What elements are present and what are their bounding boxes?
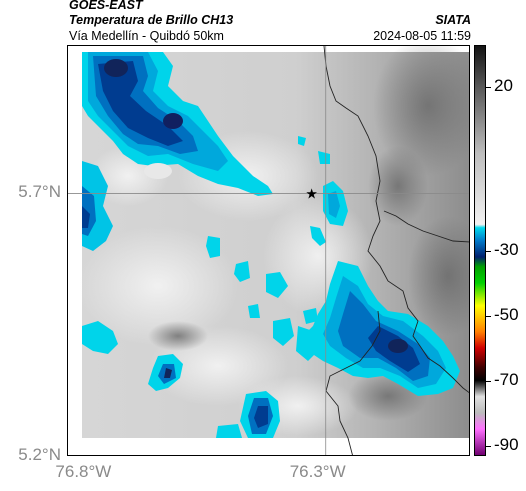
colorbar-tick-label: -90 <box>494 435 519 455</box>
colorbar-tick-mark <box>486 87 491 89</box>
colorbar-tick-label: -30 <box>494 239 519 259</box>
lat-tick-label: 5.2°N <box>18 445 61 464</box>
satellite-map[interactable]: ★ <box>67 45 470 456</box>
colorbar-tick-mark <box>486 380 491 382</box>
lat-tick-label: 5.7°N <box>18 181 61 201</box>
satellite-name: GOES-EAST <box>69 0 143 12</box>
route-subtitle: Vía Medellín - Quibdó 50km <box>69 29 224 43</box>
colorbar-tick-label: -50 <box>494 304 519 324</box>
star-icon[interactable]: ★ <box>305 186 318 202</box>
cold-cloud-cluster-east <box>273 261 460 396</box>
timestamp: 2024-08-05 11:59 <box>373 29 471 43</box>
colorbar-tick-mark <box>486 315 491 317</box>
map-canvas: ★ <box>68 46 469 455</box>
organization-label: SIATA <box>435 13 471 27</box>
product-title: Temperatura de Brillo CH13 <box>69 13 234 27</box>
map-gridlines <box>68 46 469 455</box>
cold-cloud-scattered <box>82 136 348 438</box>
colorbar-tick-label: -70 <box>494 369 519 389</box>
country-border <box>323 46 469 455</box>
lon-tick-label: 76.3°W <box>289 462 346 481</box>
cold-cloud-cluster-nw <box>82 52 273 251</box>
colorbar <box>474 45 486 456</box>
lon-tick-label: 76.8°W <box>55 462 112 481</box>
colorbar-tick-mark <box>486 250 491 252</box>
colorbar-tick-mark <box>486 446 491 448</box>
colorbar-tick-label: 20 <box>494 76 513 96</box>
